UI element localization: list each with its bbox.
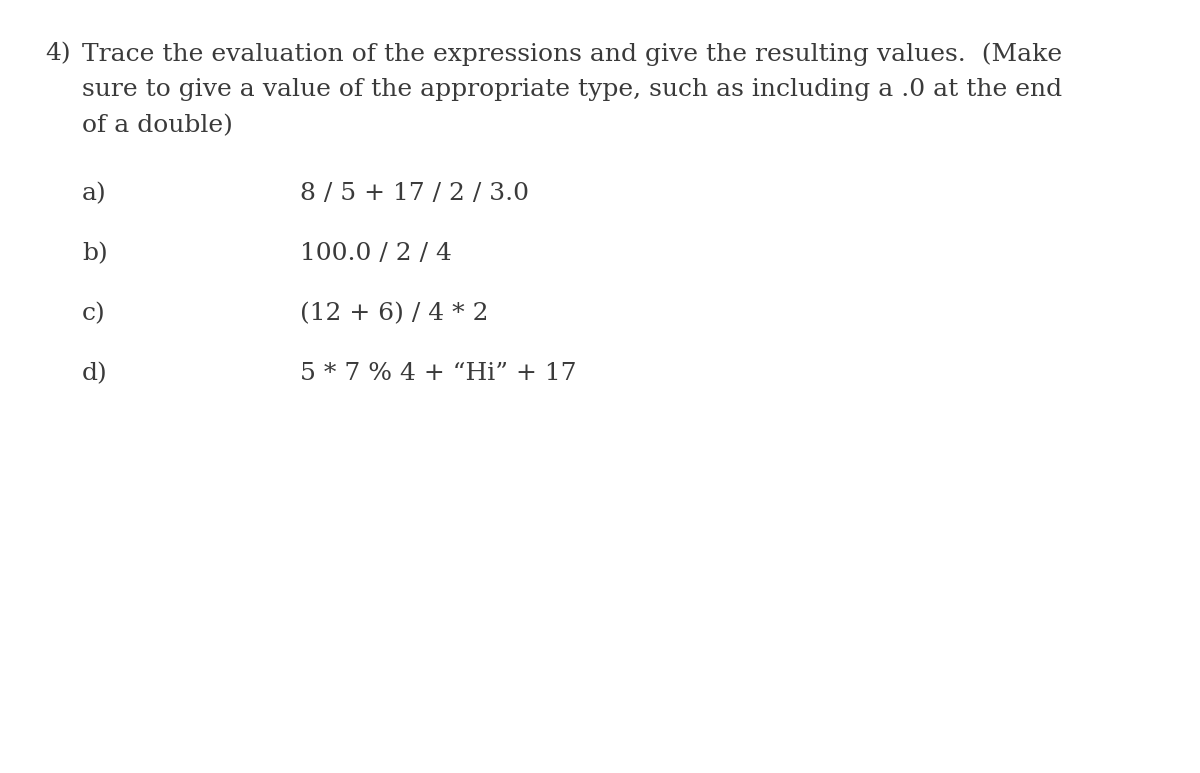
Text: 8 / 5 + 17 / 2 / 3.0: 8 / 5 + 17 / 2 / 3.0 [300, 182, 529, 205]
Text: d): d) [82, 362, 108, 385]
Text: 100.0 / 2 / 4: 100.0 / 2 / 4 [300, 242, 452, 265]
Text: 5 * 7 % 4 + “Hi” + 17: 5 * 7 % 4 + “Hi” + 17 [300, 362, 576, 385]
Text: c): c) [82, 302, 106, 325]
Text: of a double): of a double) [82, 114, 233, 137]
Text: b): b) [82, 242, 108, 265]
Text: Trace the evaluation of the expressions and give the resulting values.  (Make: Trace the evaluation of the expressions … [82, 42, 1062, 66]
Text: 4): 4) [46, 42, 71, 65]
Text: sure to give a value of the appropriate type, such as including a .0 at the end: sure to give a value of the appropriate … [82, 78, 1062, 101]
Text: a): a) [82, 182, 107, 205]
Text: (12 + 6) / 4 * 2: (12 + 6) / 4 * 2 [300, 302, 488, 325]
